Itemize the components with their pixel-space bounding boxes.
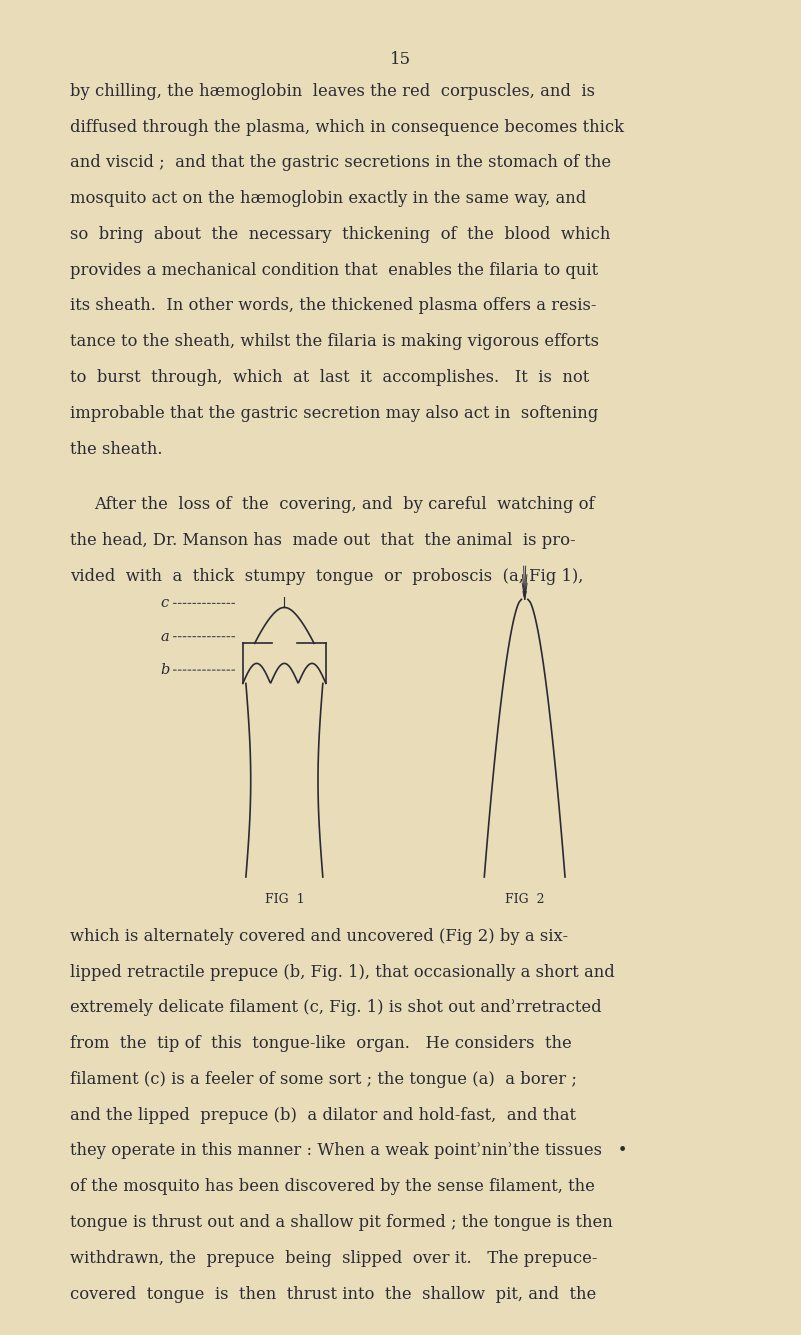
Text: and viscid ;  and that the gastric secretions in the stomach of the: and viscid ; and that the gastric secret… <box>70 155 612 171</box>
Text: to  burst  through,  which  at  last  it  accomplishes.   It  is  not: to burst through, which at last it accom… <box>70 368 590 386</box>
Text: from  the  tip of  this  tongue-like  organ.   He considers  the: from the tip of this tongue-like organ. … <box>70 1035 572 1052</box>
Text: improbable that the gastric secretion may also act in  softening: improbable that the gastric secretion ma… <box>70 405 598 422</box>
Text: and the lipped  prepuce (b)  a dilator and hold-fast,  and that: and the lipped prepuce (b) a dilator and… <box>70 1107 577 1124</box>
Text: vided  with  a  thick  stumpy  tongue  or  proboscis  (a, Fig 1),: vided with a thick stumpy tongue or prob… <box>70 567 584 585</box>
Text: b: b <box>160 663 170 677</box>
Text: they operate in this manner : When a weak pointʾninʾthe tissues   •: they operate in this manner : When a wea… <box>70 1143 628 1160</box>
Text: FIG  2: FIG 2 <box>505 893 545 906</box>
Text: the head, Dr. Manson has  made out  that  the animal  is pro-: the head, Dr. Manson has made out that t… <box>70 531 576 549</box>
Text: diffused through the plasma, which in consequence becomes thick: diffused through the plasma, which in co… <box>70 119 625 136</box>
Text: the sheath.: the sheath. <box>70 441 163 458</box>
Text: lipped retractile prepuce (b, Fig. 1), that occasionally a short and: lipped retractile prepuce (b, Fig. 1), t… <box>70 964 615 981</box>
Text: by chilling, the hæmoglobin  leaves the red  corpuscles, and  is: by chilling, the hæmoglobin leaves the r… <box>70 83 595 100</box>
Text: which is alternately covered and uncovered (Fig 2) by a six-: which is alternately covered and uncover… <box>70 928 569 945</box>
Text: of the mosquito has been discovered by the sense filament, the: of the mosquito has been discovered by t… <box>70 1179 595 1195</box>
Text: so  bring  about  the  necessary  thickening  of  the  blood  which: so bring about the necessary thickening … <box>70 226 611 243</box>
Text: a: a <box>160 630 169 643</box>
Text: tongue is thrust out and a shallow pit formed ; the tongue is then: tongue is thrust out and a shallow pit f… <box>70 1214 614 1231</box>
Text: its sheath.  In other words, the thickened plasma offers a resis-: its sheath. In other words, the thickene… <box>70 298 597 315</box>
Text: filament (c) is a feeler of some sort ; the tongue (a)  a borer ;: filament (c) is a feeler of some sort ; … <box>70 1071 578 1088</box>
Text: covered  tongue  is  then  thrust into  the  shallow  pit, and  the: covered tongue is then thrust into the s… <box>70 1286 597 1303</box>
Text: tance to the sheath, whilst the filaria is making vigorous efforts: tance to the sheath, whilst the filaria … <box>70 334 599 350</box>
Text: extremely delicate filament (c, Fig. 1) is shot out andʾrretracted: extremely delicate filament (c, Fig. 1) … <box>70 1000 602 1016</box>
Text: mosquito act on the hæmoglobin exactly in the same way, and: mosquito act on the hæmoglobin exactly i… <box>70 190 587 207</box>
Text: After the  loss of  the  covering, and  by careful  watching of: After the loss of the covering, and by c… <box>95 497 595 513</box>
Text: provides a mechanical condition that  enables the filaria to quit: provides a mechanical condition that ena… <box>70 262 598 279</box>
Text: FIG  1: FIG 1 <box>264 893 304 906</box>
Text: c: c <box>160 597 168 610</box>
Text: withdrawn, the  prepuce  being  slipped  over it.   The prepuce-: withdrawn, the prepuce being slipped ove… <box>70 1250 598 1267</box>
Text: 15: 15 <box>390 51 411 68</box>
